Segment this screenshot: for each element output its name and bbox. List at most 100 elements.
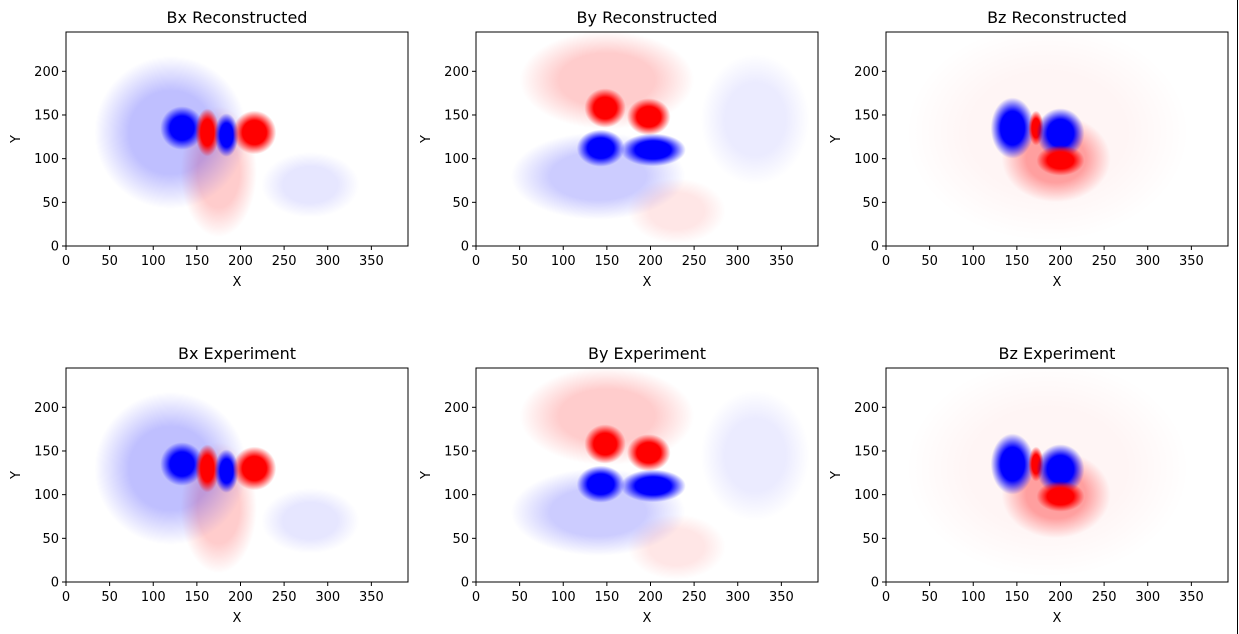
y-axis-label: Y bbox=[829, 135, 844, 144]
subplot-title: Bx Reconstructed bbox=[167, 8, 308, 27]
y-tick-label: 200 bbox=[444, 401, 469, 416]
x-tick-label: 100 bbox=[961, 254, 986, 269]
axes-frame bbox=[885, 31, 1229, 247]
x-tick-label: 100 bbox=[141, 254, 166, 269]
positive-lobe bbox=[584, 424, 626, 464]
y-tick-label: 150 bbox=[444, 444, 469, 459]
y-axis-label: Y bbox=[9, 471, 24, 480]
y-tick-label: 150 bbox=[854, 444, 879, 459]
x-tick-label: 300 bbox=[1135, 590, 1160, 605]
y-tick-label: 0 bbox=[461, 576, 469, 591]
y-tick-label: 0 bbox=[51, 576, 59, 591]
y-axis-label: Y bbox=[829, 471, 844, 480]
y-tick-label: 100 bbox=[34, 152, 59, 167]
x-tick-label: 100 bbox=[551, 590, 576, 605]
x-tick-label: 250 bbox=[1092, 254, 1117, 269]
x-tick-label: 250 bbox=[272, 254, 297, 269]
positive-lobe bbox=[584, 88, 626, 128]
y-tick-label: 100 bbox=[854, 488, 879, 503]
x-tick-label: 350 bbox=[1179, 590, 1204, 605]
heatmap-field bbox=[94, 56, 360, 238]
y-tick-label: 200 bbox=[854, 401, 879, 416]
x-tick-label: 150 bbox=[1004, 590, 1029, 605]
y-tick-label: 150 bbox=[34, 108, 59, 123]
y-tick-label: 50 bbox=[42, 532, 59, 547]
negative-lobe bbox=[576, 129, 625, 167]
x-tick-label: 200 bbox=[1048, 254, 1073, 269]
heatmap-field bbox=[905, 368, 1190, 578]
x-tick-label: 150 bbox=[594, 254, 619, 269]
y-tick-label: 200 bbox=[444, 65, 469, 80]
x-tick-label: 250 bbox=[682, 590, 707, 605]
x-axis-label: X bbox=[1053, 611, 1062, 626]
axes-frame bbox=[65, 31, 409, 247]
y-tick-label: 150 bbox=[34, 444, 59, 459]
x-tick-label: 50 bbox=[101, 590, 118, 605]
window-edge-line bbox=[1237, 0, 1238, 634]
heatmap-field bbox=[510, 368, 810, 580]
y-axis-label: Y bbox=[419, 471, 434, 480]
y-axis-label: Y bbox=[9, 135, 24, 144]
x-tick-label: 350 bbox=[359, 254, 384, 269]
x-tick-label: 50 bbox=[921, 254, 938, 269]
x-tick-label: 0 bbox=[882, 590, 890, 605]
x-tick-label: 100 bbox=[961, 590, 986, 605]
axes-frame bbox=[475, 367, 819, 583]
negative-lobe bbox=[1036, 108, 1085, 159]
subplot-3: 0 50 100 150 200 250 300 350 0 50 100 150 200 Bz Reco… bbox=[829, 8, 1229, 290]
subplot-title: By Experiment bbox=[588, 344, 706, 363]
positive-lobe bbox=[626, 434, 671, 472]
negative-lobe bbox=[261, 152, 360, 218]
x-axis-label: X bbox=[1053, 275, 1062, 290]
x-tick-label: 0 bbox=[62, 590, 70, 605]
positive-lobe bbox=[626, 98, 671, 136]
x-tick-label: 350 bbox=[359, 590, 384, 605]
subplot-4: 0 50 100 150 200 250 300 350 0 50 100 150 200 Bx Expe… bbox=[9, 344, 409, 626]
x-tick-label: 350 bbox=[1179, 254, 1204, 269]
x-tick-label: 0 bbox=[472, 590, 480, 605]
x-tick-label: 50 bbox=[101, 254, 118, 269]
positive-lobe bbox=[195, 108, 220, 157]
x-tick-label: 300 bbox=[315, 590, 340, 605]
x-tick-label: 300 bbox=[315, 254, 340, 269]
x-tick-label: 250 bbox=[682, 254, 707, 269]
negative-lobe bbox=[576, 465, 625, 503]
negative-lobe bbox=[990, 433, 1035, 495]
x-tick-label: 150 bbox=[594, 590, 619, 605]
axes-frame bbox=[885, 367, 1229, 583]
y-tick-label: 50 bbox=[862, 196, 879, 211]
y-tick-label: 200 bbox=[34, 65, 59, 80]
heatmap-field bbox=[510, 32, 810, 244]
subplot-title: Bx Experiment bbox=[178, 344, 296, 363]
x-tick-label: 200 bbox=[638, 254, 663, 269]
x-tick-label: 100 bbox=[551, 254, 576, 269]
y-tick-label: 0 bbox=[51, 240, 59, 255]
y-tick-label: 50 bbox=[862, 532, 879, 547]
positive-lobe bbox=[232, 110, 277, 155]
subplot-6: 0 50 100 150 200 250 300 350 0 50 100 150 200 Bz Expe… bbox=[829, 344, 1229, 626]
subplot-5: 0 50 100 150 200 250 300 350 0 50 100 150 200 By Expe… bbox=[419, 344, 819, 626]
x-tick-label: 50 bbox=[511, 590, 528, 605]
y-tick-label: 0 bbox=[461, 240, 469, 255]
subplot-2: 0 50 100 150 200 250 300 350 0 50 100 150 200 By Reco… bbox=[419, 8, 819, 290]
heatmap-field bbox=[905, 32, 1190, 242]
negative-lobe bbox=[1036, 444, 1085, 495]
y-tick-label: 0 bbox=[871, 576, 879, 591]
x-tick-label: 200 bbox=[228, 590, 253, 605]
positive-lobe bbox=[195, 444, 220, 493]
x-tick-label: 150 bbox=[1004, 254, 1029, 269]
positive-lobe bbox=[1036, 145, 1085, 176]
x-tick-label: 150 bbox=[184, 254, 209, 269]
y-tick-label: 200 bbox=[854, 65, 879, 80]
x-tick-label: 350 bbox=[769, 254, 794, 269]
y-tick-label: 150 bbox=[854, 108, 879, 123]
negative-lobe bbox=[620, 469, 686, 503]
negative-lobe bbox=[160, 106, 204, 150]
negative-lobe bbox=[160, 442, 204, 486]
y-tick-label: 100 bbox=[444, 152, 469, 167]
x-tick-label: 50 bbox=[921, 590, 938, 605]
x-axis-label: X bbox=[643, 611, 652, 626]
x-tick-label: 300 bbox=[725, 254, 750, 269]
negative-lobe bbox=[214, 113, 239, 157]
